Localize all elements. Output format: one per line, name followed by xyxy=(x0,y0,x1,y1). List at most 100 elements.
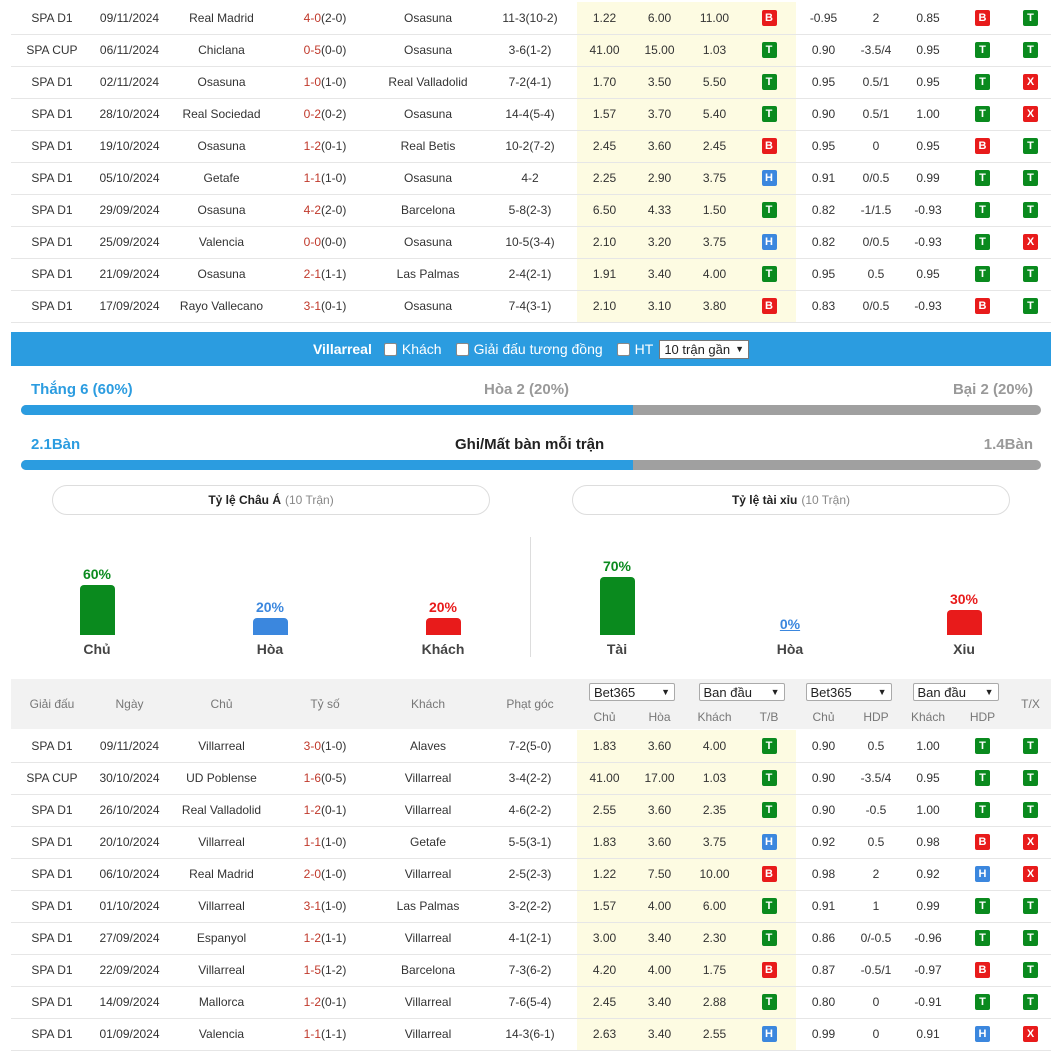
tx-badge: X xyxy=(1023,74,1038,90)
league-cell[interactable]: SPA D1 xyxy=(11,922,93,955)
home-team-link[interactable]: Osasuna xyxy=(166,130,277,163)
recent-matches-select[interactable]: 10 trận gần ▼ xyxy=(659,339,750,359)
league-cell[interactable]: SPA D1 xyxy=(11,162,93,195)
hdp-badge: T xyxy=(975,898,990,914)
home-team-link[interactable]: Getafe xyxy=(166,162,277,195)
home-team-link[interactable]: Real Madrid xyxy=(166,858,277,891)
table-row: SPA D1 01/10/2024 Villarreal 3-1(1-0) Las Pa… xyxy=(11,890,1051,923)
score-cell[interactable]: 0-2(0-2) xyxy=(277,98,373,131)
league-cell[interactable]: SPA D1 xyxy=(11,1018,93,1051)
away-team-link[interactable]: Villarreal xyxy=(373,922,483,955)
league-cell[interactable]: SPA D1 xyxy=(11,194,93,227)
away-team-link[interactable]: Osasuna xyxy=(373,226,483,259)
league-cell[interactable]: SPA D1 xyxy=(11,730,93,763)
hdp-badge-cell: T xyxy=(955,762,1010,795)
league-cell[interactable]: SPA D1 xyxy=(11,794,93,827)
away-team-link[interactable]: Villarreal xyxy=(373,858,483,891)
league-cell[interactable]: SPA D1 xyxy=(11,66,93,99)
away-team-link[interactable]: Villarreal xyxy=(373,986,483,1019)
ht-checkbox[interactable] xyxy=(616,342,630,356)
score-cell[interactable]: 1-2(0-1) xyxy=(277,986,373,1019)
odds-type-select-2-value: Ban đầu xyxy=(917,684,966,700)
away-team-link[interactable]: Real Betis xyxy=(373,130,483,163)
home-team-link[interactable]: Villarreal xyxy=(166,826,277,859)
score-cell[interactable]: 1-1(1-0) xyxy=(277,826,373,859)
score-cell[interactable]: 3-1(1-0) xyxy=(277,890,373,923)
score-cell[interactable]: 2-0(1-0) xyxy=(277,858,373,891)
home-team-link[interactable]: Villarreal xyxy=(166,954,277,987)
score-cell[interactable]: 1-5(1-2) xyxy=(277,954,373,987)
odds-draw: 4.33 xyxy=(632,194,687,227)
away-team-link[interactable]: Villarreal xyxy=(373,762,483,795)
score-cell[interactable]: 4-2(2-0) xyxy=(277,194,373,227)
league-cell[interactable]: SPA D1 xyxy=(11,2,93,35)
score-cell[interactable]: 3-1(0-1) xyxy=(277,290,373,323)
score-cell[interactable]: 1-0(1-0) xyxy=(277,66,373,99)
score-cell[interactable]: 1-2(0-1) xyxy=(277,130,373,163)
tx-badge-cell: X xyxy=(1010,1018,1051,1051)
away-team-link[interactable]: Barcelona xyxy=(373,194,483,227)
away-team-link[interactable]: Barcelona xyxy=(373,954,483,987)
home-team-link[interactable]: Valencia xyxy=(166,226,277,259)
away-team-link[interactable]: Osasuna xyxy=(373,34,483,67)
odds-type-select-1[interactable]: Ban đầu ▼ xyxy=(698,683,785,701)
league-cell[interactable]: SPA D1 xyxy=(11,130,93,163)
home-team-link[interactable]: Mallorca xyxy=(166,986,277,1019)
score-cell[interactable]: 1-1(1-0) xyxy=(277,162,373,195)
league-cell[interactable]: SPA D1 xyxy=(11,226,93,259)
away-team-link[interactable]: Osasuna xyxy=(373,162,483,195)
home-team-link[interactable]: Osasuna xyxy=(166,66,277,99)
home-team-link[interactable]: Real Valladolid xyxy=(166,794,277,827)
away-team-link[interactable]: Alaves xyxy=(373,730,483,763)
away-team-link[interactable]: Villarreal xyxy=(373,794,483,827)
home-team-link[interactable]: Espanyol xyxy=(166,922,277,955)
score-cell[interactable]: 1-2(0-1) xyxy=(277,794,373,827)
home-team-link[interactable]: Osasuna xyxy=(166,194,277,227)
villarreal-table-header: Giải đấu Ngày Chủ Tỷ số Khách Phạt góc B… xyxy=(11,679,1051,729)
league-cell[interactable]: SPA CUP xyxy=(11,762,93,795)
home-team-link[interactable]: Rayo Vallecano xyxy=(166,290,277,323)
score-cell[interactable]: 1-1(1-1) xyxy=(277,1018,373,1051)
away-team-link[interactable]: Las Palmas xyxy=(373,890,483,923)
home-team-link[interactable]: Villarreal xyxy=(166,890,277,923)
away-team-link[interactable]: Las Palmas xyxy=(373,258,483,291)
home-team-link[interactable]: Real Sociedad xyxy=(166,98,277,131)
same-league-checkbox[interactable] xyxy=(455,342,469,356)
score-cell[interactable]: 1-2(1-1) xyxy=(277,922,373,955)
league-cell[interactable]: SPA D1 xyxy=(11,890,93,923)
away-team-link[interactable]: Osasuna xyxy=(373,2,483,35)
score-cell[interactable]: 2-1(1-1) xyxy=(277,258,373,291)
result-badge: T xyxy=(761,898,777,914)
league-cell[interactable]: SPA CUP xyxy=(11,34,93,67)
score-cell[interactable]: 1-6(0-5) xyxy=(277,762,373,795)
home-team-link[interactable]: Villarreal xyxy=(166,730,277,763)
result-badge-cell: B xyxy=(742,2,796,35)
league-cell[interactable]: SPA D1 xyxy=(11,290,93,323)
home-team-link[interactable]: Chiclana xyxy=(166,34,277,67)
away-checkbox[interactable] xyxy=(383,342,397,356)
date-cell: 06/11/2024 xyxy=(93,34,166,67)
league-cell[interactable]: SPA D1 xyxy=(11,986,93,1019)
league-cell[interactable]: SPA D1 xyxy=(11,858,93,891)
league-cell[interactable]: SPA D1 xyxy=(11,826,93,859)
away-team-link[interactable]: Osasuna xyxy=(373,290,483,323)
home-team-link[interactable]: Osasuna xyxy=(166,258,277,291)
score-cell[interactable]: 3-0(1-0) xyxy=(277,730,373,763)
score-cell[interactable]: 0-0(0-0) xyxy=(277,226,373,259)
bookie-select-1[interactable]: Bet365 ▼ xyxy=(589,683,675,701)
away-team-link[interactable]: Real Valladolid xyxy=(373,66,483,99)
score-cell[interactable]: 0-5(0-0) xyxy=(277,34,373,67)
home-team-link[interactable]: Valencia xyxy=(166,1018,277,1051)
away-team-link[interactable]: Villarreal xyxy=(373,1018,483,1051)
hdp-badge-cell: T xyxy=(955,922,1010,955)
home-team-link[interactable]: Real Madrid xyxy=(166,2,277,35)
away-team-link[interactable]: Getafe xyxy=(373,826,483,859)
away-team-link[interactable]: Osasuna xyxy=(373,98,483,131)
home-team-link[interactable]: UD Poblense xyxy=(166,762,277,795)
score-cell[interactable]: 4-0(2-0) xyxy=(277,2,373,35)
league-cell[interactable]: SPA D1 xyxy=(11,98,93,131)
league-cell[interactable]: SPA D1 xyxy=(11,258,93,291)
league-cell[interactable]: SPA D1 xyxy=(11,954,93,987)
odds-type-select-2[interactable]: Ban đầu ▼ xyxy=(912,683,999,701)
bookie-select-2[interactable]: Bet365 ▼ xyxy=(805,683,892,701)
